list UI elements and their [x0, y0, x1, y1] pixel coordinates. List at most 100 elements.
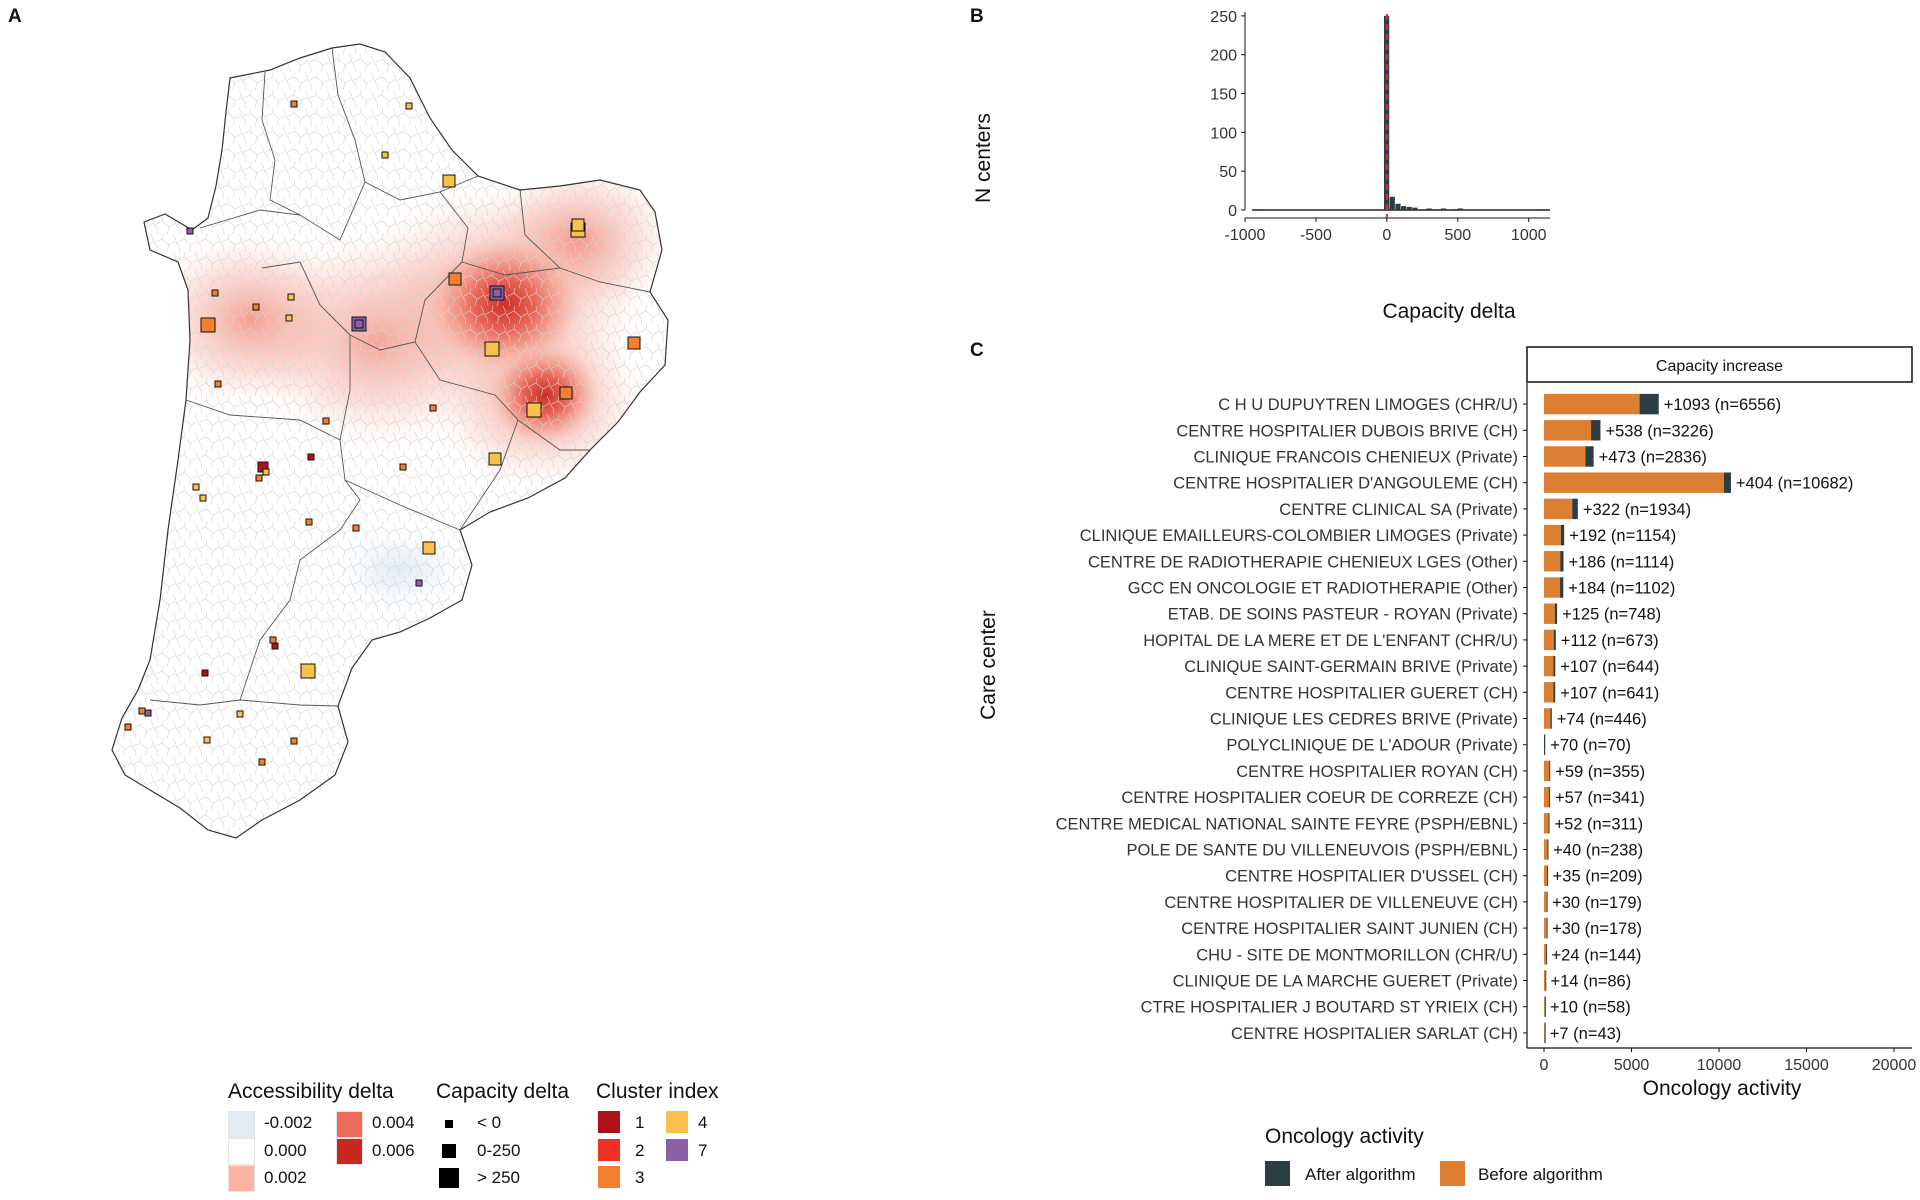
- cluster-swatch-2: [598, 1139, 620, 1161]
- bar-before-algorithm: [1544, 524, 1561, 546]
- facility-marker: [488, 452, 502, 466]
- map-marker-layer: [124, 100, 641, 766]
- bar-before-algorithm: [1544, 813, 1549, 834]
- bar-data-label: +30 (n=179): [1552, 894, 1642, 912]
- bar-after-algorithm: [1572, 498, 1578, 520]
- bar-after-algorithm: [1546, 944, 1548, 965]
- center-name-label: CENTRE HOSPITALIER SAINT JUNIEN (CH): [1181, 920, 1518, 938]
- acc-swatch-004: [336, 1111, 363, 1138]
- facility-marker: [354, 319, 364, 329]
- capacity-legend-small: [445, 1120, 453, 1128]
- bar-x-tick-label: 15000: [1784, 1057, 1829, 1074]
- cluster-label-2: 2: [635, 1141, 645, 1160]
- facility-marker: [262, 468, 270, 476]
- center-name-label: CENTRE HOSPITALIER DUBOIS BRIVE (CH): [1176, 422, 1518, 440]
- bar-data-label: +35 (n=209): [1553, 868, 1643, 886]
- oncology-legend-title: Oncology activity: [1265, 1125, 1424, 1148]
- center-name-label: CLINIQUE EMAILLEURS-COLOMBIER LIMOGES (P…: [1080, 527, 1518, 545]
- center-name-label: CENTRE DE RADIOTHERAPIE CHENIEUX LGES (O…: [1088, 553, 1518, 571]
- facility-marker: [258, 758, 266, 766]
- bar-after-algorithm: [1553, 655, 1556, 677]
- facility-marker: [627, 336, 641, 350]
- before-algorithm-swatch: [1440, 1161, 1465, 1186]
- bar-data-label: +52 (n=311): [1554, 815, 1643, 833]
- bar-after-algorithm: [1723, 472, 1731, 493]
- hist-y-tick-label: 0: [1228, 203, 1237, 220]
- cluster-swatch-1: [598, 1111, 620, 1133]
- facility-marker: [287, 293, 295, 301]
- facility-marker: [300, 663, 316, 679]
- capacity-label-mid: 0-250: [477, 1141, 521, 1160]
- facility-marker: [290, 737, 298, 745]
- facility-marker: [381, 151, 389, 159]
- hist-x-tick-label: 500: [1444, 227, 1471, 244]
- capacity-legend-medium: [442, 1144, 456, 1158]
- cluster-swatch-7: [666, 1139, 688, 1161]
- bar-before-algorithm: [1544, 760, 1550, 782]
- acc-swatch-zero: [228, 1138, 255, 1165]
- center-name-label: CENTRE HOSPITALIER COEUR DE CORREZE (CH): [1121, 789, 1518, 807]
- bar-data-label: +10 (n=58): [1550, 999, 1631, 1017]
- facility-marker: [144, 709, 152, 717]
- facility-marker: [429, 404, 437, 412]
- capacity-legend-large: [439, 1168, 459, 1188]
- bar-before-algorithm: [1544, 1022, 1545, 1044]
- facility-marker: [405, 102, 413, 110]
- bar-before-algorithm: [1544, 708, 1551, 729]
- hist-y-tick-label: 200: [1210, 48, 1237, 65]
- capacity-label-high: > 250: [477, 1168, 521, 1187]
- hist-y-tick-label: 150: [1210, 87, 1237, 104]
- bar-after-algorithm: [1560, 577, 1564, 598]
- center-name-label: CLINIQUE LES CEDRES BRIVE (Private): [1210, 711, 1518, 729]
- hist-y-tick-label: 50: [1219, 164, 1237, 181]
- bar-before-algorithm: [1544, 655, 1554, 677]
- cluster-label-7: 7: [698, 1141, 708, 1160]
- cluster-legend-title: Cluster index: [596, 1080, 719, 1103]
- facility-marker: [199, 494, 207, 502]
- bar-before-algorithm: [1544, 498, 1573, 520]
- bar-after-algorithm: [1548, 786, 1550, 808]
- hist-bar: [1426, 208, 1432, 210]
- bar-after-algorithm: [1585, 446, 1594, 467]
- bar-after-algorithm: [1547, 839, 1549, 860]
- facility-marker: [448, 272, 462, 286]
- bar-data-label: +74 (n=446): [1557, 711, 1647, 729]
- hist-bar: [1389, 196, 1395, 210]
- bar-before-algorithm: [1544, 839, 1548, 860]
- bar-x-tick-label: 10000: [1697, 1057, 1742, 1074]
- center-name-label: ETAB. DE SOINS PASTEUR - ROYAN (Private): [1168, 606, 1518, 624]
- center-name-label: C H U DUPUYTREN LIMOGES (CHR/U): [1218, 396, 1518, 414]
- center-name-label: CTRE HOSPITALIER J BOUTARD ST YRIEIX (CH…: [1141, 999, 1518, 1017]
- hist-bar: [1384, 15, 1390, 210]
- bar-data-label: +59 (n=355): [1555, 763, 1645, 781]
- bar-before-algorithm: [1544, 393, 1640, 415]
- bar-data-label: +14 (n=86): [1551, 973, 1632, 991]
- bar-data-label: +322 (n=1934): [1583, 501, 1691, 519]
- hist-x-tick-label: -500: [1300, 227, 1332, 244]
- bar-data-label: +1093 (n=6556): [1664, 396, 1781, 414]
- bar-after-algorithm: [1544, 996, 1546, 1017]
- center-name-label: CENTRE HOSPITALIER DE VILLENEUVE (CH): [1164, 894, 1518, 912]
- strip-label: Capacity increase: [1656, 358, 1783, 375]
- bar-before-algorithm: [1544, 865, 1548, 886]
- cluster-label-3: 3: [635, 1168, 645, 1187]
- bar-data-label: +107 (n=641): [1560, 684, 1659, 702]
- center-name-label: CENTRE CLINICAL SA (Private): [1279, 501, 1518, 519]
- facility-marker: [211, 289, 219, 297]
- bar-before-algorithm: [1544, 891, 1547, 913]
- bar-after-algorithm: [1546, 891, 1548, 913]
- center-name-label: POLE DE SANTE DU VILLENEUVOIS (PSPH/EBNL…: [1126, 842, 1518, 860]
- bar-before-algorithm: [1544, 472, 1724, 493]
- bar-before-algorithm: [1544, 944, 1547, 965]
- bar-before-algorithm: [1544, 996, 1545, 1017]
- acc-swatch-neg: [228, 1111, 255, 1138]
- bar-data-label: +7 (n=43): [1550, 1025, 1622, 1043]
- facility-marker: [124, 723, 132, 731]
- facility-marker: [269, 636, 277, 644]
- accessibility-map: [111, 43, 669, 839]
- bar-xlabel: Oncology activity: [1643, 1077, 1802, 1100]
- bar-before-algorithm: [1544, 551, 1561, 572]
- center-name-label: CENTRE HOSPITALIER SARLAT (CH): [1231, 1025, 1518, 1043]
- facility-marker: [352, 524, 360, 532]
- bar-after-algorithm: [1545, 970, 1547, 991]
